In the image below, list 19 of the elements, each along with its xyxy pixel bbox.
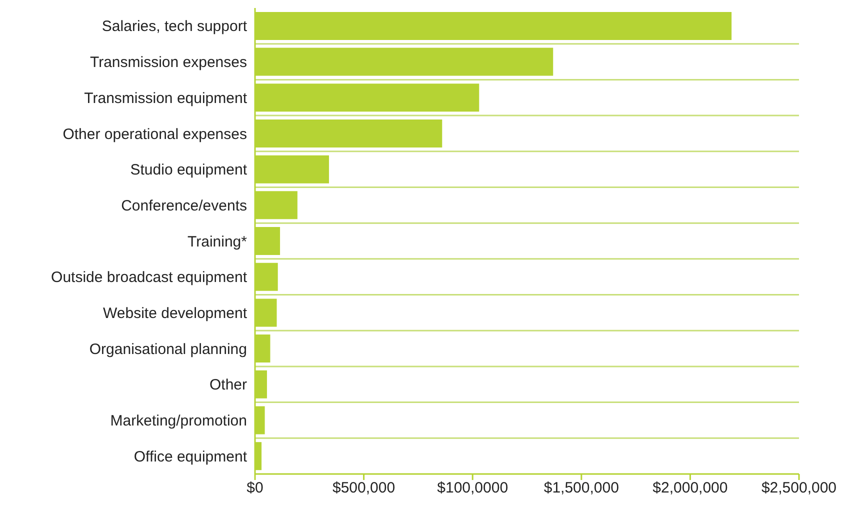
y-tick-label: Organisational planning — [89, 340, 247, 358]
y-tick-label: Transmission expenses — [90, 54, 247, 72]
x-tick-label: $100,0000 — [437, 480, 508, 497]
x-tick-label: $2,000,000 — [652, 480, 728, 497]
y-tick-label: Studio equipment — [130, 162, 248, 179]
x-tick-label: $2,500,000 — [761, 480, 837, 497]
y-tick-label: Conference/events — [121, 197, 247, 214]
y-tick-label: Salaries, tech support — [102, 18, 248, 36]
y-tick-label: Outside broadcast equipment — [51, 269, 248, 286]
x-tick-label: $500,000 — [332, 480, 396, 497]
y-tick-label: Marketing/promotion — [110, 412, 247, 430]
y-tick-label: Website development — [103, 305, 248, 322]
y-tick-label: Other operational expenses — [62, 126, 247, 143]
x-tick-label: $0 — [246, 480, 264, 497]
x-tick-label: $1,500,000 — [544, 480, 619, 497]
y-tick-label: Transmission equipment — [84, 90, 248, 107]
y-tick-label: Training* — [188, 233, 248, 250]
y-tick-label: Office equipment — [134, 448, 248, 466]
y-tick-label: Other — [209, 376, 248, 394]
